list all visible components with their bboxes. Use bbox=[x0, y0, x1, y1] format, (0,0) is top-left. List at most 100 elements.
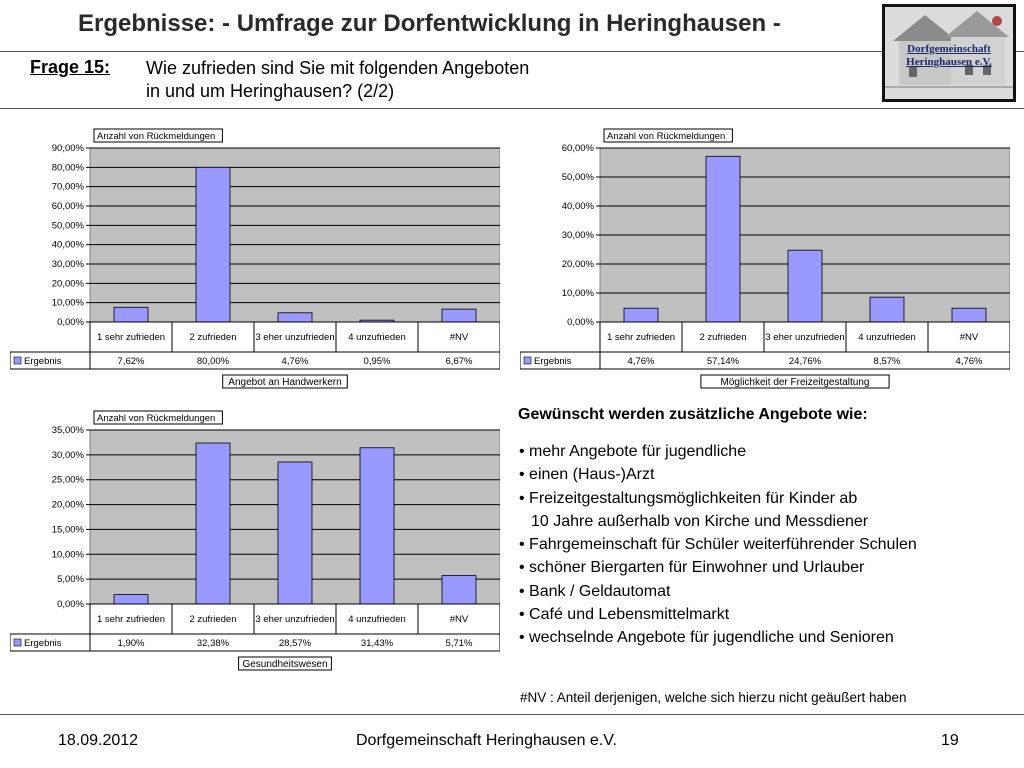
extras-item-continuation: 10 Jahre außerhalb von Kirche und Messdi… bbox=[531, 512, 869, 530]
question-line-2: in und um Heringhausen? (2/2) bbox=[146, 81, 395, 101]
chart-title-box bbox=[238, 656, 332, 671]
data-label: 24,76% bbox=[789, 356, 822, 367]
data-label: 0,95% bbox=[364, 356, 391, 367]
value-row bbox=[10, 633, 500, 652]
category-label: 2 zufrieden bbox=[699, 332, 746, 343]
chart-title: Angebot an Handwerkern bbox=[228, 377, 341, 388]
y-tick-label: 60,00% bbox=[562, 143, 595, 154]
category-row bbox=[89, 321, 500, 353]
data-label: 8,57% bbox=[874, 356, 901, 367]
question-line-1: Wie zufrieden sind Sie mit folgenden Ang… bbox=[146, 58, 530, 78]
category-label: 4 unzufrieden bbox=[858, 332, 916, 343]
extras-item: • schöner Biergarten für Einwohner und U… bbox=[519, 559, 865, 577]
chart-title: Möglichkeit der Freizeitgestaltung bbox=[721, 377, 870, 388]
bar bbox=[113, 306, 149, 323]
field-label: Anzahl von Rückmeldungen bbox=[97, 131, 215, 142]
y-tick-label: 30,00% bbox=[562, 230, 595, 241]
extras-item: • Café und Lebensmittelmarkt bbox=[519, 606, 730, 624]
y-tick-label: 20,00% bbox=[52, 278, 85, 289]
legend-label: Ergebnis bbox=[534, 356, 572, 367]
legend-label: Ergebnis bbox=[24, 356, 62, 367]
footer-date: 18.09.2012 bbox=[58, 732, 139, 749]
y-tick-label: 80,00% bbox=[52, 162, 85, 173]
logo-line-1: Dorfgemeinschaft bbox=[907, 43, 991, 55]
y-tick-label: 30,00% bbox=[52, 450, 85, 461]
legend-label: Ergebnis bbox=[24, 638, 62, 649]
chart-title-box bbox=[222, 374, 348, 389]
category-label: #NV bbox=[960, 332, 979, 343]
y-tick-label: 10,00% bbox=[52, 298, 85, 309]
category-row bbox=[599, 321, 1010, 353]
question-text: Wie zufrieden sind Sie mit folgenden Ang… bbox=[146, 57, 529, 103]
value-row bbox=[10, 351, 500, 370]
bar bbox=[705, 155, 741, 323]
category-label: 4 unzufrieden bbox=[348, 332, 406, 343]
y-tick-label: 0,00% bbox=[567, 317, 594, 328]
category-label: 3 eher unzufrieden bbox=[255, 614, 334, 625]
y-tick-label: 25,00% bbox=[52, 475, 85, 486]
plot-area bbox=[89, 147, 500, 323]
legend-swatch bbox=[13, 356, 22, 365]
chart-title-box bbox=[700, 374, 890, 389]
y-tick-label: 50,00% bbox=[52, 220, 85, 231]
chart-title: Gesundheitswesen bbox=[242, 659, 327, 670]
y-tick-label: 70,00% bbox=[52, 182, 85, 193]
data-label: 1,90% bbox=[118, 638, 145, 649]
extras-title: Gewünscht werden zusätzliche Angebote wi… bbox=[518, 406, 868, 423]
category-label: 4 unzufrieden bbox=[348, 614, 406, 625]
y-tick-label: 40,00% bbox=[562, 201, 595, 212]
y-tick-label: 50,00% bbox=[562, 172, 595, 183]
logo-text: Dorfgemeinschaft Heringhausen e.V. bbox=[887, 43, 1011, 69]
y-tick-label: 0,00% bbox=[57, 317, 84, 328]
extras-list: • mehr Angebote für jugendliche • einen … bbox=[519, 440, 917, 650]
category-label: 1 sehr zufrieden bbox=[97, 614, 165, 625]
field-label-box bbox=[603, 128, 733, 143]
nv-footnote: #NV : Anteil derjenigen, welche sich hie… bbox=[520, 690, 907, 705]
header-rule bbox=[0, 51, 1024, 52]
y-tick-label: 20,00% bbox=[562, 259, 595, 270]
data-label: 5,71% bbox=[446, 638, 473, 649]
legend-swatch bbox=[13, 638, 22, 647]
category-label: 2 zufrieden bbox=[189, 614, 236, 625]
extras-item: • Fahrgemeinschaft für Schüler weiterfüh… bbox=[519, 536, 917, 554]
category-label: 1 sehr zufrieden bbox=[97, 332, 165, 343]
bar bbox=[787, 249, 823, 323]
data-label: 57,14% bbox=[707, 356, 740, 367]
y-tick-label: 40,00% bbox=[52, 240, 85, 251]
chart-gesundheitswesen: 0,00% 5,00% 10,00% 15,00% 20,00% 25,00% 30,00%… bbox=[10, 410, 500, 672]
bar bbox=[869, 296, 905, 323]
y-tick-label: 20,00% bbox=[52, 500, 85, 511]
footer-page-number: 19 bbox=[941, 732, 959, 749]
y-tick-label: 0,00% bbox=[57, 599, 84, 610]
bar bbox=[195, 166, 231, 323]
bar bbox=[441, 308, 477, 323]
data-label: 32,38% bbox=[197, 638, 230, 649]
legend-swatch bbox=[523, 356, 532, 365]
extras-item: • Freizeitgestaltungsmöglichkeiten für K… bbox=[519, 489, 858, 507]
category-label: 3 eher unzufrieden bbox=[255, 332, 334, 343]
bar bbox=[441, 575, 477, 605]
data-label: 31,43% bbox=[361, 638, 394, 649]
question-rule bbox=[0, 108, 1024, 109]
field-label-box bbox=[93, 410, 223, 425]
chart-angebot-handwerkern: 0,00% 10,00% 20,00% 30,00% 40,00% 50,00% 60,00… bbox=[10, 128, 500, 390]
extras-item: • einen (Haus-)Arzt bbox=[519, 466, 655, 484]
data-label: 6,67% bbox=[446, 356, 473, 367]
bar bbox=[951, 307, 987, 323]
bar bbox=[277, 461, 313, 605]
data-label: 4,76% bbox=[956, 356, 983, 367]
category-label: #NV bbox=[450, 332, 469, 343]
extras-item: • Bank / Geldautomat bbox=[519, 582, 671, 600]
bar bbox=[195, 442, 231, 605]
y-tick-label: 35,00% bbox=[52, 425, 85, 436]
value-row bbox=[520, 351, 1010, 370]
category-label: 2 zufrieden bbox=[189, 332, 236, 343]
extras-item: • mehr Angebote für jugendliche bbox=[519, 443, 747, 460]
y-tick-label: 90,00% bbox=[52, 143, 85, 154]
field-label: Anzahl von Rückmeldungen bbox=[97, 413, 215, 424]
field-label-box bbox=[93, 128, 223, 143]
slide-title: Ergebnisse: - Umfrage zur Dorfentwicklun… bbox=[78, 10, 781, 37]
extras-item: • wechselnde Angebote für jugendliche un… bbox=[519, 629, 894, 647]
bar bbox=[113, 594, 149, 605]
category-label: 3 eher unzufrieden bbox=[765, 332, 844, 343]
